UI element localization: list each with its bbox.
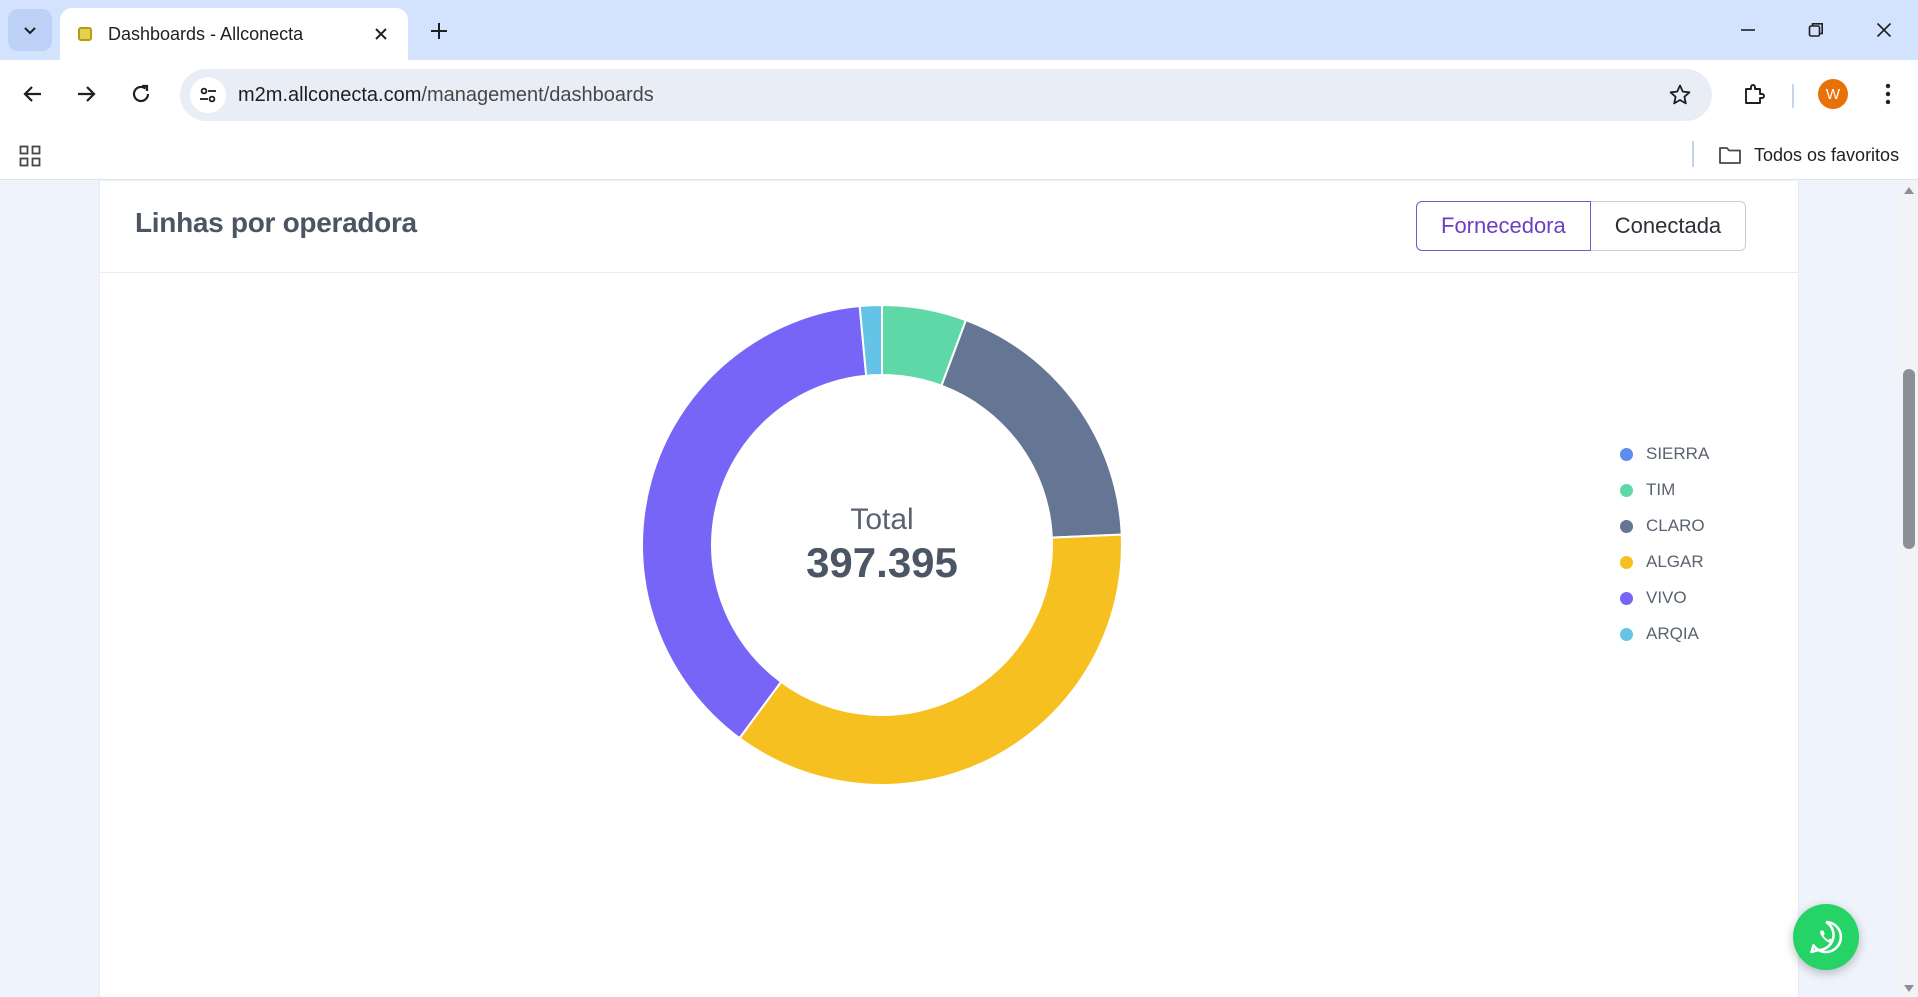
apps-button[interactable] [14, 140, 46, 172]
all-bookmarks-button[interactable]: Todos os favoritos [1718, 138, 1899, 172]
arrow-left-icon [23, 86, 41, 102]
operator-lines-card: Linhas por operadora Fornecedora Conecta… [99, 181, 1799, 997]
legend-label: CLARO [1646, 516, 1705, 535]
legend-item-claro[interactable]: CLARO [1620, 508, 1709, 544]
puzzle-icon [1745, 84, 1765, 104]
card-header: Linhas por operadora Fornecedora Conecta… [100, 181, 1798, 273]
legend-item-arqia[interactable]: ARQIA [1620, 616, 1709, 652]
page-scrollbar[interactable] [1900, 181, 1918, 997]
legend-item-vivo[interactable]: VIVO [1620, 580, 1709, 616]
donut-slice-claro[interactable] [940, 318, 1123, 539]
legend-label: ALGAR [1646, 552, 1704, 571]
legend-marker-icon [1620, 591, 1633, 605]
browser-menu-button[interactable] [1868, 74, 1908, 114]
toolbar-separator [1792, 84, 1794, 108]
star-icon [1669, 84, 1691, 105]
tab-close-button[interactable] [368, 21, 394, 47]
arrow-right-icon [78, 86, 96, 102]
legend-label: ARQIA [1646, 624, 1699, 643]
legend-marker-icon [1620, 483, 1633, 497]
card-title: Linhas por operadora [135, 207, 417, 238]
donut-center-label: Total [850, 503, 913, 536]
folder-icon [1719, 147, 1741, 164]
active-tab[interactable]: Dashboards - Allconecta [60, 8, 408, 60]
tab-search-button[interactable] [8, 9, 52, 51]
bookmarks-separator [1692, 141, 1694, 167]
toggle-fornecedora-button[interactable]: Fornecedora [1416, 201, 1591, 251]
legend-label: VIVO [1646, 588, 1687, 607]
close-window-button[interactable] [1862, 10, 1906, 50]
donut-slice-vivo[interactable] [641, 304, 868, 740]
close-icon [1876, 22, 1892, 38]
site-favicon-icon [78, 27, 92, 41]
legend-item-sierra[interactable]: SIERRA [1620, 436, 1709, 472]
donut-center-value: 397.395 [806, 539, 958, 586]
bookmark-star-button[interactable] [1660, 75, 1700, 115]
more-vertical-icon [1885, 83, 1891, 105]
scrollbar-thumb[interactable] [1903, 369, 1915, 549]
url-path: /management/dashboards [421, 83, 654, 106]
donut-chart: Total 397.395 [641, 303, 1123, 786]
legend-label: SIERRA [1646, 444, 1710, 463]
scroll-up-arrow-icon[interactable] [1904, 187, 1914, 194]
bookmarks-bar: Todos os favoritos [0, 130, 1918, 180]
legend-label: TIM [1646, 480, 1676, 499]
legend-marker-icon [1620, 555, 1633, 569]
legend-marker-icon [1620, 519, 1633, 533]
toggle-conectada-button[interactable]: Conectada [1590, 201, 1747, 251]
all-bookmarks-label: Todos os favoritos [1754, 144, 1900, 165]
scroll-down-arrow-icon[interactable] [1904, 985, 1914, 992]
profile-avatar[interactable]: W [1818, 79, 1848, 109]
url-host: m2m.allconecta.com [238, 83, 422, 106]
restore-icon [1808, 23, 1823, 37]
minimize-button[interactable] [1726, 10, 1770, 50]
close-icon [375, 28, 387, 40]
chevron-down-icon [24, 27, 36, 35]
forward-button[interactable] [66, 74, 106, 114]
restore-button[interactable] [1794, 10, 1838, 50]
reload-icon [132, 84, 150, 103]
legend-item-algar[interactable]: ALGAR [1620, 544, 1709, 580]
tab-title: Dashboards - Allconecta [108, 23, 304, 44]
plus-icon [431, 23, 447, 39]
url-text: m2m.allconecta.com/management/dashboards [238, 84, 1660, 107]
address-bar[interactable]: m2m.allconecta.com/management/dashboards [180, 69, 1712, 121]
back-button[interactable] [13, 74, 53, 114]
minimize-icon [1741, 29, 1755, 31]
legend-item-tim[interactable]: TIM [1620, 472, 1709, 508]
whatsapp-icon [1810, 920, 1843, 954]
browser-toolbar: m2m.allconecta.com/management/dashboards… [0, 60, 1918, 130]
apps-grid-icon [19, 145, 41, 167]
donut-slice-algar[interactable] [738, 533, 1123, 786]
donut-slice-arqia[interactable] [858, 303, 883, 377]
tune-icon [200, 87, 216, 103]
view-toggle: Fornecedora Conectada [1416, 201, 1747, 251]
extensions-button[interactable] [1734, 74, 1774, 114]
legend-marker-icon [1620, 447, 1633, 461]
tab-strip: Dashboards - Allconecta [0, 0, 1918, 60]
legend-marker-icon [1620, 627, 1633, 641]
reload-button[interactable] [121, 74, 161, 114]
chart-legend: SIERRA TIM CLARO ALGAR VIVO ARQIA [1620, 436, 1709, 652]
site-info-button[interactable] [190, 77, 226, 113]
new-tab-button[interactable] [422, 14, 456, 48]
page-viewport: Linhas por operadora Fornecedora Conecta… [0, 181, 1900, 997]
whatsapp-chat-button[interactable] [1793, 904, 1859, 970]
